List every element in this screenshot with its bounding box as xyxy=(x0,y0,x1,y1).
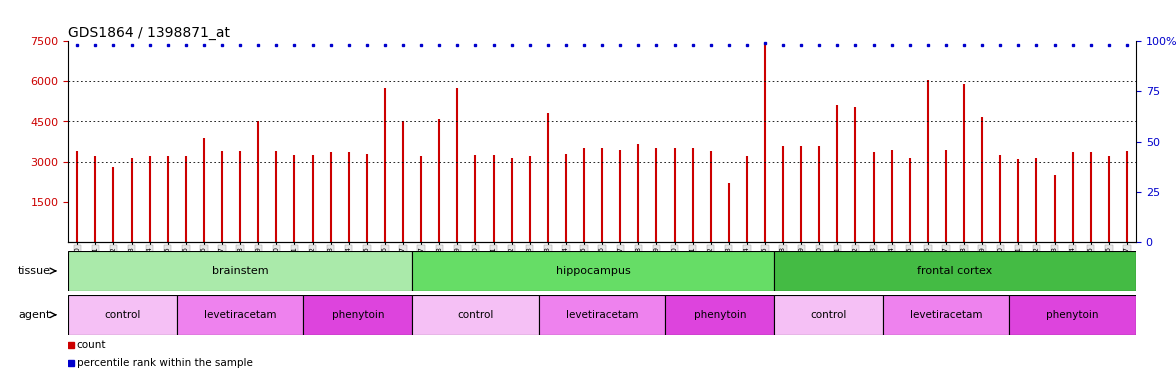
Text: control: control xyxy=(457,310,494,320)
Text: tissue: tissue xyxy=(18,266,51,276)
Text: GDS1864 / 1398871_at: GDS1864 / 1398871_at xyxy=(68,26,230,40)
Bar xyxy=(68,251,412,291)
Text: hippocampus: hippocampus xyxy=(556,266,630,276)
Text: control: control xyxy=(105,310,141,320)
Text: frontal cortex: frontal cortex xyxy=(917,266,993,276)
Bar xyxy=(68,295,176,334)
Text: control: control xyxy=(810,310,847,320)
Bar xyxy=(883,295,1009,334)
Text: phenytoin: phenytoin xyxy=(332,310,385,320)
Bar xyxy=(539,295,666,334)
Bar xyxy=(412,251,774,291)
Bar xyxy=(1009,295,1136,334)
Bar xyxy=(303,295,412,334)
Bar xyxy=(774,295,883,334)
Bar xyxy=(774,251,1136,291)
Text: levetiracetam: levetiracetam xyxy=(910,310,982,320)
Text: levetiracetam: levetiracetam xyxy=(203,310,276,320)
Text: percentile rank within the sample: percentile rank within the sample xyxy=(76,358,253,369)
Text: brainstem: brainstem xyxy=(212,266,268,276)
Text: levetiracetam: levetiracetam xyxy=(566,310,639,320)
Bar xyxy=(176,295,303,334)
Text: count: count xyxy=(76,340,106,350)
Text: agent: agent xyxy=(19,310,51,320)
Bar xyxy=(412,295,539,334)
Bar xyxy=(666,295,774,334)
Text: phenytoin: phenytoin xyxy=(694,310,746,320)
Text: phenytoin: phenytoin xyxy=(1047,310,1098,320)
